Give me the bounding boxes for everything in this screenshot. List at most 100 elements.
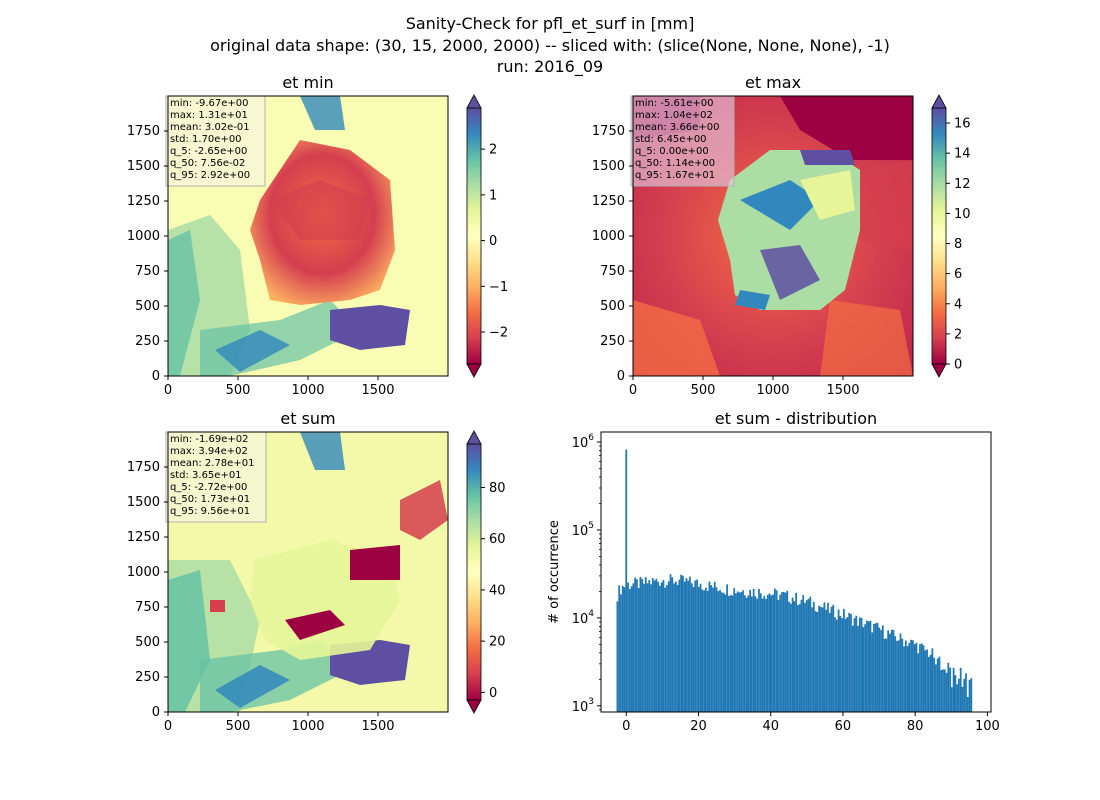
x-tick-label: 0 — [622, 719, 630, 734]
histogram-bar — [623, 587, 626, 712]
stat-mean: mean: 2.78e+01 — [170, 458, 254, 469]
histogram-bar — [850, 614, 852, 712]
histogram-bar — [768, 593, 771, 712]
histogram-bar — [832, 604, 835, 712]
histogram-bar — [929, 654, 932, 712]
x-tick-label: 500 — [226, 719, 251, 734]
histogram-bar — [664, 587, 667, 712]
histogram-bar — [883, 638, 886, 712]
histogram-bar — [910, 639, 913, 712]
y-tick-label: 250 — [600, 334, 625, 349]
stats-box — [165, 95, 266, 187]
histogram-bar — [657, 581, 659, 712]
histogram-bar — [749, 589, 752, 712]
histogram-bar — [812, 601, 815, 712]
y-tick-label: 1750 — [592, 124, 625, 139]
histogram-bar — [881, 625, 884, 712]
histogram-bar — [712, 587, 714, 712]
stat-q50: q_50: 1.14e+00 — [635, 158, 715, 169]
histogram-bar — [690, 583, 693, 712]
colorbar-tick-label: 16 — [954, 117, 971, 132]
histogram-bar — [761, 598, 764, 712]
histogram-bar — [676, 584, 679, 712]
histogram-bar — [713, 581, 716, 712]
histogram-bar — [958, 678, 960, 712]
y-tick-label: 104 — [572, 609, 595, 627]
histogram-bar — [864, 624, 867, 712]
y-axis-ticks: 103 104 105 106 — [572, 433, 601, 715]
y-tick-label: 106 — [572, 433, 595, 451]
histogram-bar — [756, 598, 759, 712]
x-tick-label: 500 — [226, 383, 251, 398]
histogram-bar — [903, 646, 905, 712]
histogram-bar — [621, 585, 624, 712]
histogram-bar — [954, 675, 957, 712]
histogram-bar — [733, 588, 736, 712]
stat-q95: q_95: 2.92e+00 — [170, 170, 250, 181]
stat-min: min: -1.69e+02 — [170, 434, 249, 445]
histogram-bar — [896, 640, 898, 712]
colorbar-tick-label: 6 — [954, 267, 962, 282]
colorbar-tick-label: 20 — [489, 635, 506, 650]
histogram-bar — [889, 633, 891, 712]
histogram-bar — [625, 449, 628, 712]
panel-et-max: et max min: -5.61e+00 max: 1.04e+02 mean… — [592, 73, 971, 398]
histogram-bar — [788, 601, 790, 712]
histogram-bar — [828, 612, 831, 712]
histogram-bar — [628, 589, 631, 712]
histogram-bar — [866, 620, 868, 712]
histogram-bar — [927, 656, 930, 712]
histogram-bar — [860, 617, 863, 712]
stat-min: min: -5.61e+00 — [635, 98, 714, 109]
histogram-bar — [876, 622, 879, 712]
histogram-bar — [966, 696, 969, 712]
histogram-bar — [774, 588, 776, 712]
histogram-bar — [917, 653, 920, 712]
colorbar-extend-top — [466, 94, 482, 109]
x-tick-label: 1000 — [756, 383, 789, 398]
histogram-bar — [630, 586, 633, 712]
y-tick-label: 750 — [600, 264, 625, 279]
y-tick-label: 1750 — [127, 460, 160, 475]
histogram-bar — [632, 583, 635, 712]
histogram-bar — [807, 598, 810, 712]
colorbar-tick-label: 10 — [954, 207, 971, 222]
y-axis-label: # of occurrence — [547, 520, 562, 624]
colorbar-gradient — [466, 107, 482, 365]
histogram-bar — [965, 673, 967, 712]
stat-max: max: 3.94e+02 — [170, 446, 248, 457]
histogram-bar — [820, 606, 822, 712]
histogram-bar — [680, 574, 682, 712]
y-tick-label: 500 — [135, 299, 160, 314]
histogram-bar — [814, 611, 817, 712]
histogram-bar — [770, 595, 773, 712]
histogram-bar — [943, 669, 946, 712]
colorbar-tick-label: 8 — [954, 237, 962, 252]
histogram-bar — [857, 625, 859, 712]
histogram-bar — [705, 587, 707, 712]
histogram-bar — [717, 591, 720, 712]
histogram-bar — [697, 586, 700, 712]
histogram-bar — [804, 602, 806, 712]
colorbar-tick-label: 1 — [489, 188, 497, 203]
histogram-bar — [874, 623, 877, 712]
histogram-bar — [858, 617, 861, 712]
colorbar: −2 −1 0 1 2 — [466, 94, 508, 378]
histogram-bar — [791, 597, 794, 712]
histogram-bar — [653, 580, 656, 712]
stat-min: min: -9.67e+00 — [170, 98, 249, 109]
histogram-bar — [765, 598, 767, 712]
colorbar-extend-bottom — [466, 699, 482, 714]
histogram-bar — [616, 601, 619, 712]
stat-max: max: 1.31e+01 — [170, 110, 248, 121]
histogram-bar — [772, 594, 775, 712]
histogram-bar — [747, 595, 750, 712]
stats-lines: min: -1.69e+02 max: 3.94e+02 mean: 2.78e… — [170, 434, 254, 517]
histogram-bar — [685, 578, 688, 712]
histogram-bar — [837, 609, 840, 712]
histogram-bar — [687, 580, 690, 712]
y-tick-label: 500 — [135, 635, 160, 650]
y-tick-label: 1000 — [127, 229, 160, 244]
stat-q5: q_5: 0.00e+00 — [635, 146, 709, 157]
